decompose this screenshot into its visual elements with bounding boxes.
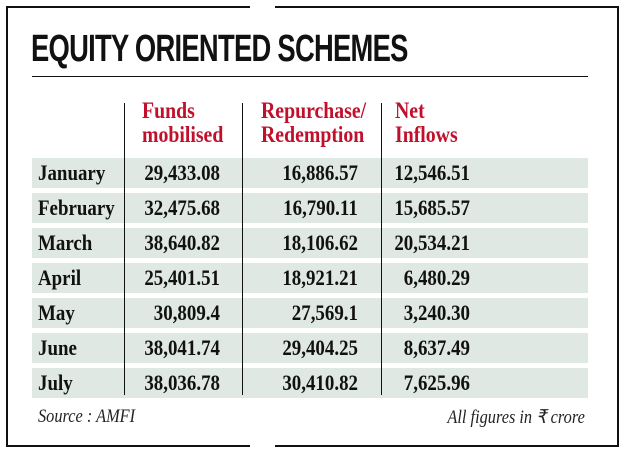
funds-mobilised-cell: 25,401.51 — [144, 265, 220, 290]
net-inflows-cell: 15,685.57 — [394, 195, 470, 220]
net-inflows-cell: 6,480.29 — [403, 265, 470, 290]
net-inflows-cell: 7,625.96 — [403, 370, 470, 395]
header-net-inflows: Net Inflows — [395, 98, 458, 147]
month-cell: July — [38, 370, 73, 395]
redemption-cell: 16,790.11 — [283, 195, 358, 220]
funds-mobilised-cell: 38,640.82 — [144, 230, 220, 255]
unit-note: All figures in ₹ crore — [447, 407, 585, 428]
frame-top-left — [7, 6, 250, 8]
month-cell: May — [38, 300, 75, 325]
header-funds-mobilised: Funds mobilised — [142, 98, 224, 147]
month-cell: March — [38, 230, 93, 255]
column-divider — [124, 103, 125, 395]
funds-mobilised-cell: 29,433.08 — [144, 160, 220, 185]
month-cell: February — [38, 195, 115, 220]
net-inflows-cell: 20,534.21 — [394, 230, 470, 255]
month-cell: January — [38, 160, 106, 185]
column-divider — [381, 103, 382, 395]
title-rule — [32, 76, 588, 77]
redemption-cell: 18,921.21 — [282, 265, 358, 290]
funds-mobilised-cell: 38,041.74 — [144, 335, 220, 360]
header-repurchase-redemption: Repurchase/Redemption — [261, 98, 367, 147]
redemption-cell: 27,569.1 — [291, 300, 358, 325]
net-inflows-cell: 3,240.30 — [403, 300, 470, 325]
redemption-cell: 18,106.62 — [282, 230, 358, 255]
month-cell: June — [38, 335, 77, 360]
frame-top-right — [275, 6, 619, 8]
source-note: Source : AMFI — [38, 406, 136, 427]
funds-mobilised-cell: 32,475.68 — [144, 195, 220, 220]
chart-title: EQUITY ORIENTED SCHEMES — [31, 28, 408, 70]
funds-mobilised-cell: 30,809.4 — [153, 300, 220, 325]
frame-bottom-right — [275, 445, 619, 447]
net-inflows-cell: 8,637.49 — [403, 335, 470, 360]
frame-left — [6, 6, 8, 447]
frame-right — [617, 6, 619, 447]
frame-bottom-left — [6, 445, 250, 447]
redemption-cell: 30,410.82 — [282, 370, 358, 395]
net-inflows-cell: 12,546.51 — [394, 160, 470, 185]
column-divider — [242, 103, 243, 395]
month-cell: April — [38, 265, 82, 290]
redemption-cell: 29,404.25 — [282, 335, 358, 360]
funds-mobilised-cell: 38,036.78 — [144, 370, 220, 395]
redemption-cell: 16,886.57 — [282, 160, 358, 185]
